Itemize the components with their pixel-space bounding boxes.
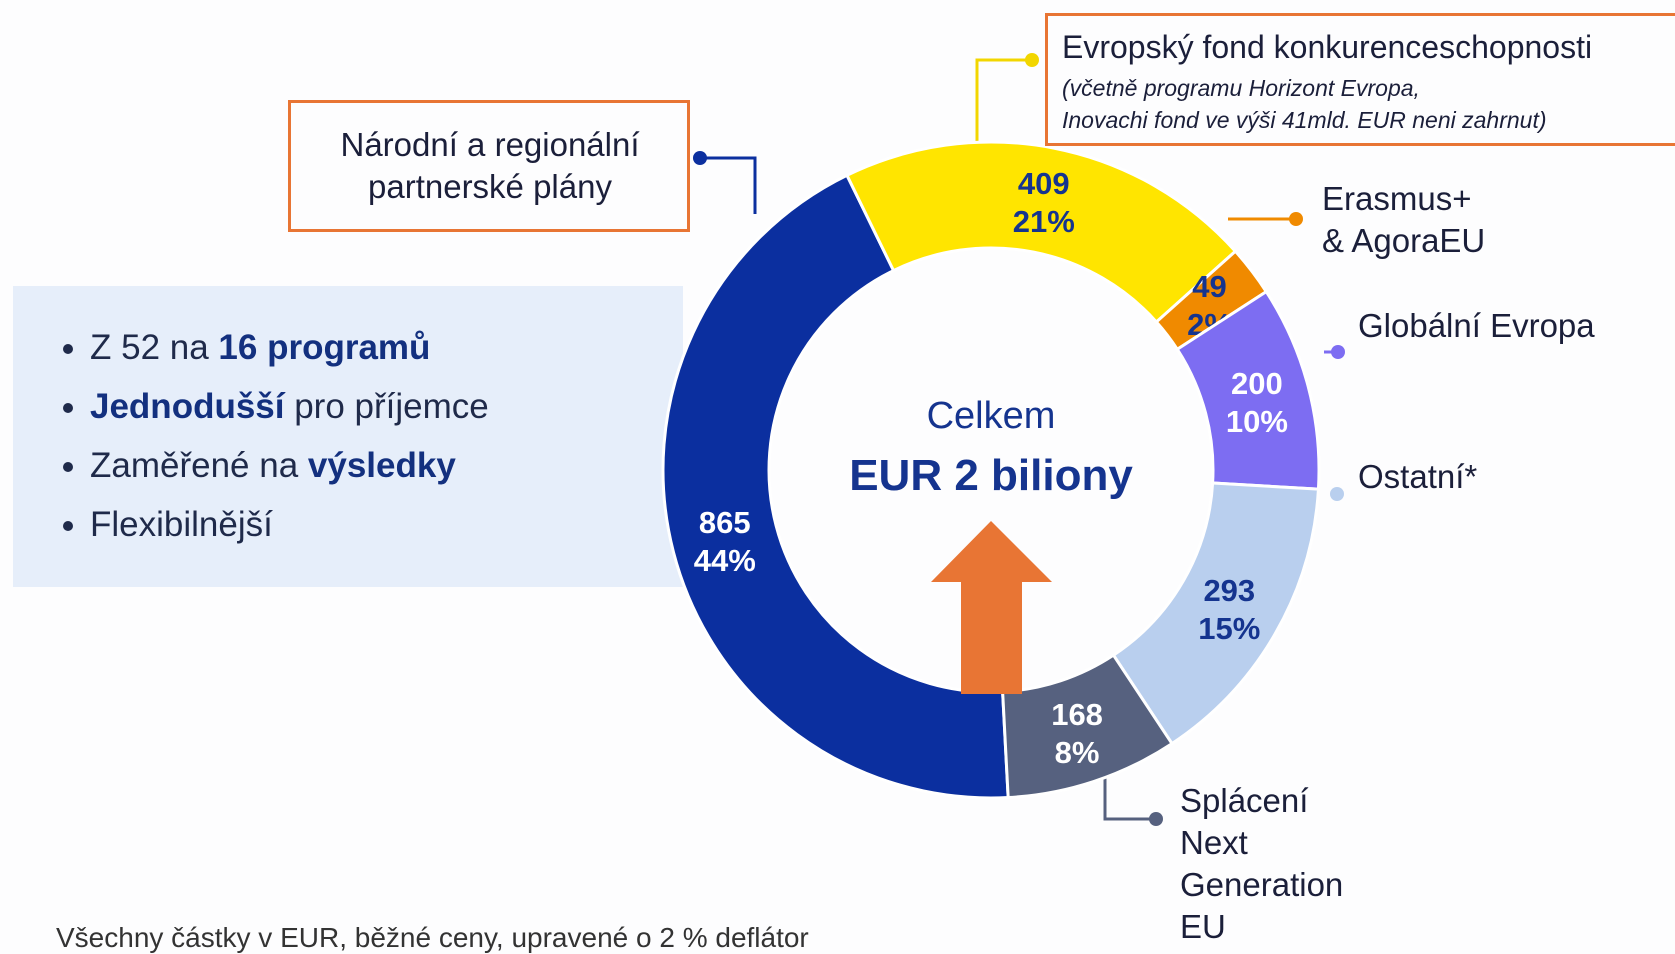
highlight-box — [1045, 13, 1675, 146]
bold-text: výsledky — [307, 446, 456, 485]
value-label: 865 — [699, 505, 751, 540]
text: pro příjemce — [284, 387, 489, 426]
bold-text: Jednodušší — [90, 387, 285, 426]
leader-dot — [693, 151, 707, 165]
value-label: 409 — [1018, 166, 1070, 201]
percent-label: 8% — [1055, 735, 1100, 770]
category-label: Splácení Next Generation EU — [1180, 782, 1344, 945]
value-label: 200 — [1231, 366, 1283, 401]
annotation: Inovachi fond ve výši 41mld. EUR neni za… — [1062, 107, 1547, 133]
percent-label: 15% — [1198, 611, 1260, 646]
bold-text: 16 programů — [218, 328, 431, 367]
text: Zaměřené na — [90, 446, 308, 485]
category-label: Evropský fond konkurenceschopnosti — [1062, 29, 1593, 65]
category-label: Globální Evropa — [1358, 307, 1595, 344]
leader-dot — [1330, 487, 1344, 501]
value-label: 49 — [1192, 269, 1226, 304]
leader-line — [700, 156, 757, 214]
leader-dot — [1289, 212, 1303, 226]
percent-label: 21% — [1013, 204, 1075, 239]
leader-dot — [1149, 812, 1163, 826]
category-label: Národní a regionální partnerské plány — [340, 126, 640, 205]
center-value: EUR 2 biliony — [849, 451, 1133, 500]
highlight-box — [288, 100, 690, 232]
percent-label: 10% — [1226, 404, 1288, 439]
bullet: Z 52 na 16 programů — [90, 318, 489, 377]
bullet: Zaměřené na výsledky — [90, 436, 489, 495]
bullet-list: Z 52 na 16 programůJednodušší pro příjem… — [60, 318, 489, 554]
value-label: 168 — [1051, 697, 1103, 732]
center-title: Celkem — [927, 395, 1056, 437]
segment — [661, 173, 1010, 800]
segment — [844, 140, 1238, 325]
leader-line — [1103, 764, 1156, 821]
category-label: Erasmus+ & AgoraEU — [1322, 180, 1486, 259]
category-label: Ostatní* — [1358, 458, 1478, 495]
leader-line — [975, 58, 1032, 160]
text: Flexibilnější — [90, 505, 273, 544]
annotation: (včetně programu Horizont Evropa, — [1062, 75, 1420, 101]
segment — [1001, 653, 1175, 800]
bullet: Flexibilnější — [90, 495, 489, 554]
percent-label: 44% — [694, 543, 756, 578]
leader-dot — [1331, 345, 1345, 359]
value-label: 293 — [1203, 573, 1255, 608]
arrow — [931, 521, 1052, 694]
footnote: Všechny částky v EUR, běžné ceny, uprave… — [56, 922, 809, 953]
leader-dot — [1025, 53, 1039, 67]
bullet: Jednodušší pro příjemce — [90, 377, 489, 436]
info-panel — [13, 286, 683, 587]
text: Z 52 na — [90, 328, 219, 367]
